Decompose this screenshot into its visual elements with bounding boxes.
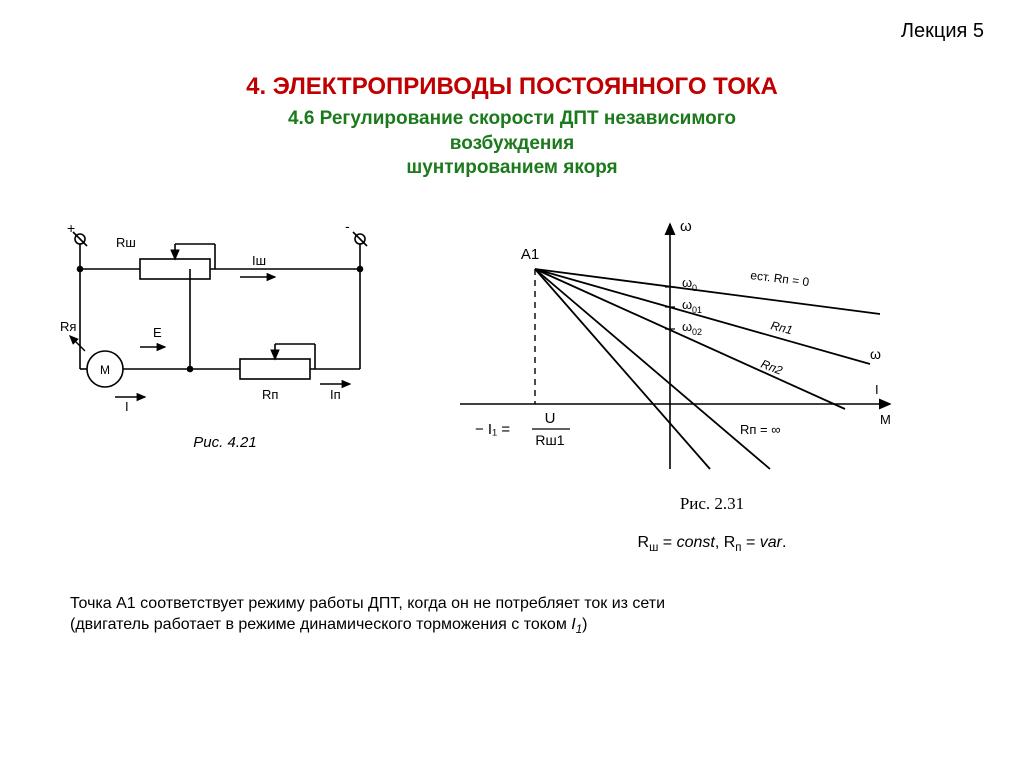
subtitle-line1: 4.6 Регулирование скорости ДПТ независим…: [288, 108, 736, 129]
svg-text:-: -: [345, 218, 350, 234]
para-line2c: ): [582, 616, 587, 633]
condition-text: Rш = const, Rп = var.: [440, 534, 984, 554]
svg-text:А1: А1: [521, 246, 539, 263]
svg-text:ω: ω: [680, 218, 692, 235]
page-subtitle: 4.6 Регулирование скорости ДПТ независим…: [40, 107, 984, 181]
svg-text:+: +: [67, 220, 75, 236]
subtitle-line3: шунтированием якоря: [406, 157, 617, 178]
svg-text:01: 01: [692, 305, 702, 315]
svg-text:02: 02: [692, 327, 702, 337]
svg-text:Rш1: Rш1: [535, 432, 564, 448]
svg-text:I: I: [875, 382, 879, 397]
svg-text:Rп: Rп: [262, 387, 278, 402]
svg-text:I: I: [125, 399, 129, 414]
svg-text:Rя: Rя: [60, 319, 76, 334]
svg-text:ω: ω: [870, 346, 881, 362]
circuit-diagram: + - Rш Iш Rя E М I Rп Iп: [40, 209, 410, 419]
svg-text:U: U: [545, 410, 556, 427]
svg-text:Rш: Rш: [116, 235, 136, 250]
svg-text:Rп1: Rп1: [769, 318, 794, 337]
svg-text:М: М: [100, 363, 110, 377]
svg-text:Iш: Iш: [252, 253, 266, 268]
svg-text:E: E: [153, 325, 162, 340]
svg-text:Iп: Iп: [330, 387, 341, 402]
para-line2a: (двигатель работает в режиме динамическо…: [70, 616, 571, 633]
svg-text:M: M: [880, 412, 891, 427]
para-line1: Точка А1 соответствует режиму работы ДПТ…: [70, 595, 665, 612]
svg-text:ω: ω: [682, 275, 692, 290]
svg-text:ест. Rп = 0: ест. Rп = 0: [750, 268, 811, 289]
body-paragraph: Точка А1 соответствует режиму работы ДПТ…: [40, 594, 984, 638]
page-title: 4. ЭЛЕКТРОПРИВОДЫ ПОСТОЯННОГО ТОКА: [40, 73, 984, 101]
subtitle-line2: возбуждения: [450, 133, 574, 154]
svg-text:− I₁ =: − I₁ =: [475, 421, 510, 438]
svg-text:0: 0: [692, 283, 697, 293]
graph-caption: Рис. 2.31: [440, 494, 984, 514]
svg-text:Rп = ∞: Rп = ∞: [740, 422, 781, 437]
svg-text:Rп2: Rп2: [759, 357, 785, 378]
lecture-label: Лекция 5: [40, 20, 984, 43]
svg-text:ω: ω: [682, 319, 692, 334]
svg-text:ω: ω: [682, 297, 692, 312]
circuit-caption: Рис. 4.21: [40, 434, 410, 451]
characteristics-graph: А1 ω ω0 ω01 ω02 ест. Rп = 0 Rп1 Rп2 ω Rп…: [440, 209, 920, 479]
